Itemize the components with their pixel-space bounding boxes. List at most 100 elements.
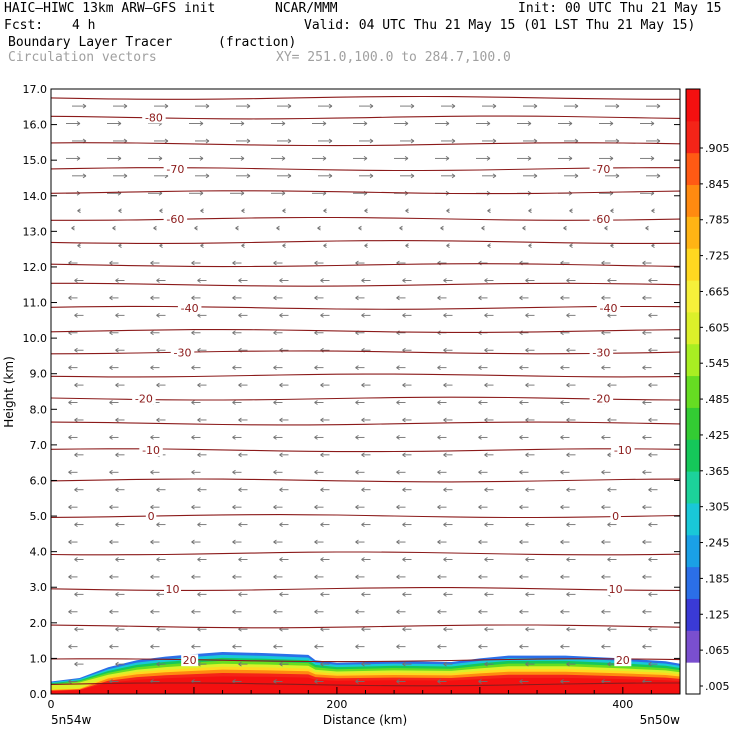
vector-head bbox=[74, 557, 78, 562]
vector-head bbox=[607, 626, 611, 632]
vector-arrow bbox=[642, 400, 652, 405]
vector-head bbox=[314, 400, 318, 405]
contour-label-bg bbox=[607, 583, 625, 596]
vector-arrow bbox=[569, 243, 573, 248]
vector-arrow bbox=[118, 243, 122, 248]
vector-arrow bbox=[402, 487, 412, 493]
colorbar-swatch bbox=[686, 439, 700, 472]
vector-arrow bbox=[277, 138, 292, 144]
vector-head bbox=[648, 661, 652, 667]
temperature-contour bbox=[51, 587, 680, 591]
y-tick-label: 3.0 bbox=[30, 581, 48, 594]
contour-label-bg bbox=[596, 301, 621, 314]
vector-head bbox=[191, 469, 195, 475]
vector-head bbox=[281, 156, 286, 161]
vector-arrow bbox=[194, 225, 198, 231]
vector-head bbox=[314, 504, 318, 510]
vector-arrow bbox=[640, 121, 655, 126]
vector-arrow bbox=[443, 347, 453, 353]
vector-arrow bbox=[601, 609, 611, 615]
contour-label: -30 bbox=[592, 346, 610, 359]
vector-head bbox=[607, 522, 611, 527]
vector-arrow bbox=[273, 400, 283, 405]
vector-arrow bbox=[273, 609, 283, 615]
vector-arrow bbox=[566, 557, 576, 562]
forecast-value: 4 h bbox=[72, 18, 96, 33]
vector-head bbox=[443, 312, 447, 318]
vector-arrow bbox=[197, 382, 207, 388]
vector-arrow bbox=[232, 400, 242, 405]
vector-head bbox=[150, 609, 154, 615]
vector-head bbox=[402, 417, 406, 423]
vector-arrow bbox=[159, 208, 163, 214]
vector-arrow bbox=[399, 225, 403, 231]
vector-head bbox=[607, 487, 611, 493]
vector-arrow bbox=[273, 365, 283, 371]
vector-head bbox=[607, 417, 611, 423]
temperature-contour bbox=[51, 282, 680, 287]
vector-arrow bbox=[241, 208, 245, 214]
contour-label: 20 bbox=[616, 654, 630, 667]
vector-arrow bbox=[361, 382, 371, 388]
vector-arrow bbox=[355, 469, 365, 475]
vector-arrow bbox=[74, 487, 84, 493]
vector-head bbox=[607, 661, 611, 667]
vector-head bbox=[273, 574, 277, 580]
vector-head bbox=[364, 243, 368, 248]
vector-head bbox=[205, 138, 210, 144]
contour-label: 20 bbox=[183, 654, 197, 667]
contour-label-bg bbox=[139, 444, 163, 457]
vector-head bbox=[437, 504, 441, 510]
colorbar-label: .185 bbox=[705, 572, 730, 585]
vector-head bbox=[328, 138, 333, 144]
vector-arrow bbox=[566, 382, 576, 388]
vector-head bbox=[478, 574, 482, 580]
vector-arrow bbox=[569, 208, 573, 214]
vector-head bbox=[156, 347, 160, 353]
vector-arrow bbox=[402, 452, 412, 458]
vector-arrow bbox=[648, 452, 658, 458]
vector-arrow bbox=[68, 574, 78, 580]
vector-arrow bbox=[599, 156, 614, 161]
vector-arrow bbox=[314, 609, 324, 615]
vector-arrow bbox=[394, 121, 409, 126]
vector-head bbox=[197, 417, 201, 423]
colorbar-label: .485 bbox=[705, 393, 730, 406]
vector-arrow bbox=[601, 644, 611, 650]
vector-head bbox=[566, 312, 570, 318]
vector-arrow bbox=[317, 225, 321, 231]
contour-label-bg bbox=[163, 212, 188, 225]
vector-head bbox=[484, 661, 488, 667]
vector-head bbox=[115, 487, 119, 493]
vector-head bbox=[273, 469, 277, 475]
vector-arrow bbox=[478, 365, 488, 371]
vector-head bbox=[525, 557, 529, 562]
vector-head bbox=[615, 173, 620, 179]
y-tick-label: 13.0 bbox=[23, 225, 48, 238]
vector-arrow bbox=[487, 243, 491, 248]
contour-label: -40 bbox=[181, 302, 199, 315]
vector-head bbox=[273, 295, 277, 301]
vector-arrow bbox=[519, 365, 529, 371]
contour-label: -10 bbox=[142, 444, 160, 457]
vector-head bbox=[238, 661, 242, 667]
vector-arrow bbox=[642, 469, 652, 475]
vector-arrow bbox=[314, 679, 324, 684]
vector-arrow bbox=[402, 417, 412, 423]
colorbar-swatch bbox=[686, 630, 700, 663]
vector-arrow bbox=[525, 626, 535, 632]
vector-head bbox=[601, 539, 605, 545]
vector-head bbox=[525, 487, 529, 493]
vector-head bbox=[281, 190, 286, 196]
vector-head bbox=[68, 539, 72, 545]
vector-arrow bbox=[396, 609, 406, 615]
vector-head bbox=[82, 173, 87, 179]
vector-arrow bbox=[273, 469, 283, 475]
vector-arrow bbox=[318, 173, 333, 179]
temperature-contour bbox=[51, 478, 680, 483]
vector-arrow bbox=[443, 487, 453, 493]
vector-arrow bbox=[525, 278, 535, 283]
vector-arrow bbox=[197, 557, 207, 562]
vector-head bbox=[199, 121, 204, 126]
vector-arrow bbox=[648, 312, 658, 318]
